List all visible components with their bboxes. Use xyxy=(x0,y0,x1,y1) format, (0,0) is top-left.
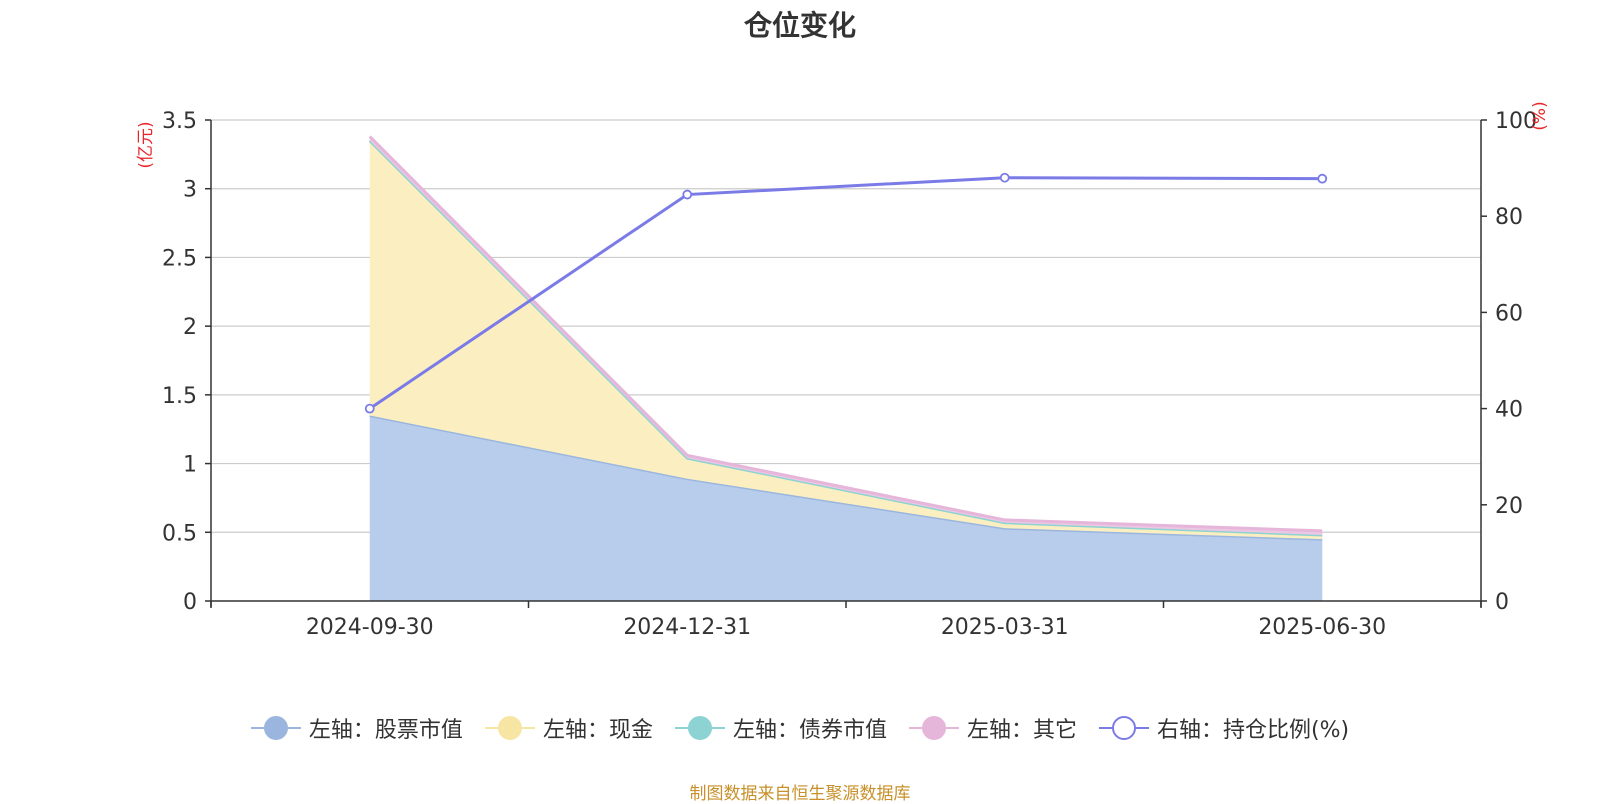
legend-marker-icon xyxy=(1098,716,1149,740)
legend-item-2[interactable]: 左轴：现金 xyxy=(484,712,653,744)
ratio-line-path xyxy=(368,176,1323,410)
legend-label: 左轴：现金 xyxy=(542,718,653,743)
right-tick-label: 60 xyxy=(1495,301,1523,326)
legend-label: 右轴：持仓比例(%) xyxy=(1156,718,1350,743)
legend: 左轴：股票市值 左轴：现金 左轴：债券市值 左轴：其它 右轴：持仓比例(%) xyxy=(0,712,1600,744)
area-series-2 xyxy=(369,140,1323,540)
stacked-areas xyxy=(368,135,1323,601)
left-tick-label: 1.5 xyxy=(162,384,197,409)
left-tick-label: 2 xyxy=(183,315,197,340)
x-tick-label: 2025-03-31 xyxy=(941,615,1069,640)
right-tick-label: 20 xyxy=(1495,494,1523,519)
x-tick-label: 2024-09-30 xyxy=(306,615,434,640)
ratio-point xyxy=(1317,173,1328,184)
x-tick-label: 2024-12-31 xyxy=(623,615,751,640)
right-tick-label: 40 xyxy=(1495,398,1523,423)
legend-marker-icon xyxy=(674,716,725,740)
source-note: 制图数据来自恒生聚源数据库 xyxy=(689,784,911,804)
x-tick-label: 2025-06-30 xyxy=(1258,615,1386,640)
right-axis-unit-label: (%) xyxy=(1530,101,1550,130)
right-tick-label: 0 xyxy=(1495,590,1509,615)
ratio-point xyxy=(682,189,693,200)
ratio-line xyxy=(364,172,1328,414)
right-tick-label: 100 xyxy=(1495,109,1537,134)
ratio-point xyxy=(364,403,375,414)
left-tick-label: 3.5 xyxy=(162,109,197,134)
ratio-point xyxy=(999,172,1010,183)
area-series-line-4 xyxy=(368,135,1323,533)
legend-label: 左轴：股票市值 xyxy=(308,718,463,743)
legend-item-3[interactable]: 左轴：债券市值 xyxy=(674,712,887,744)
left-tick-label: 3 xyxy=(183,178,197,203)
left-tick-label: 0 xyxy=(183,590,197,615)
left-tick-label: 1 xyxy=(183,453,197,478)
left-tick-label: 2.5 xyxy=(162,246,197,271)
legend-item-5[interactable]: 右轴：持仓比例(%) xyxy=(1098,712,1350,744)
left-tick-label: 0.5 xyxy=(162,521,197,546)
legend-label: 左轴：债券市值 xyxy=(732,718,887,743)
legend-item-4[interactable]: 左轴：其它 xyxy=(908,712,1077,744)
legend-marker-icon xyxy=(250,716,301,740)
legend-item-1[interactable]: 左轴：股票市值 xyxy=(250,712,463,744)
legend-label: 左轴：其它 xyxy=(966,718,1077,743)
legend-marker-icon xyxy=(908,716,959,740)
legend-marker-icon xyxy=(484,716,535,740)
right-tick-label: 80 xyxy=(1495,205,1523,230)
chart-title: 仓位变化 xyxy=(743,9,856,42)
area-series-1 xyxy=(369,415,1323,601)
left-axis-unit-label: (亿元) xyxy=(136,121,156,168)
axes: 0 0.5 1 1.5 2 2.5 3 3.5 0 20 40 60 80 100 2024-09-30 20… xyxy=(162,109,1537,640)
